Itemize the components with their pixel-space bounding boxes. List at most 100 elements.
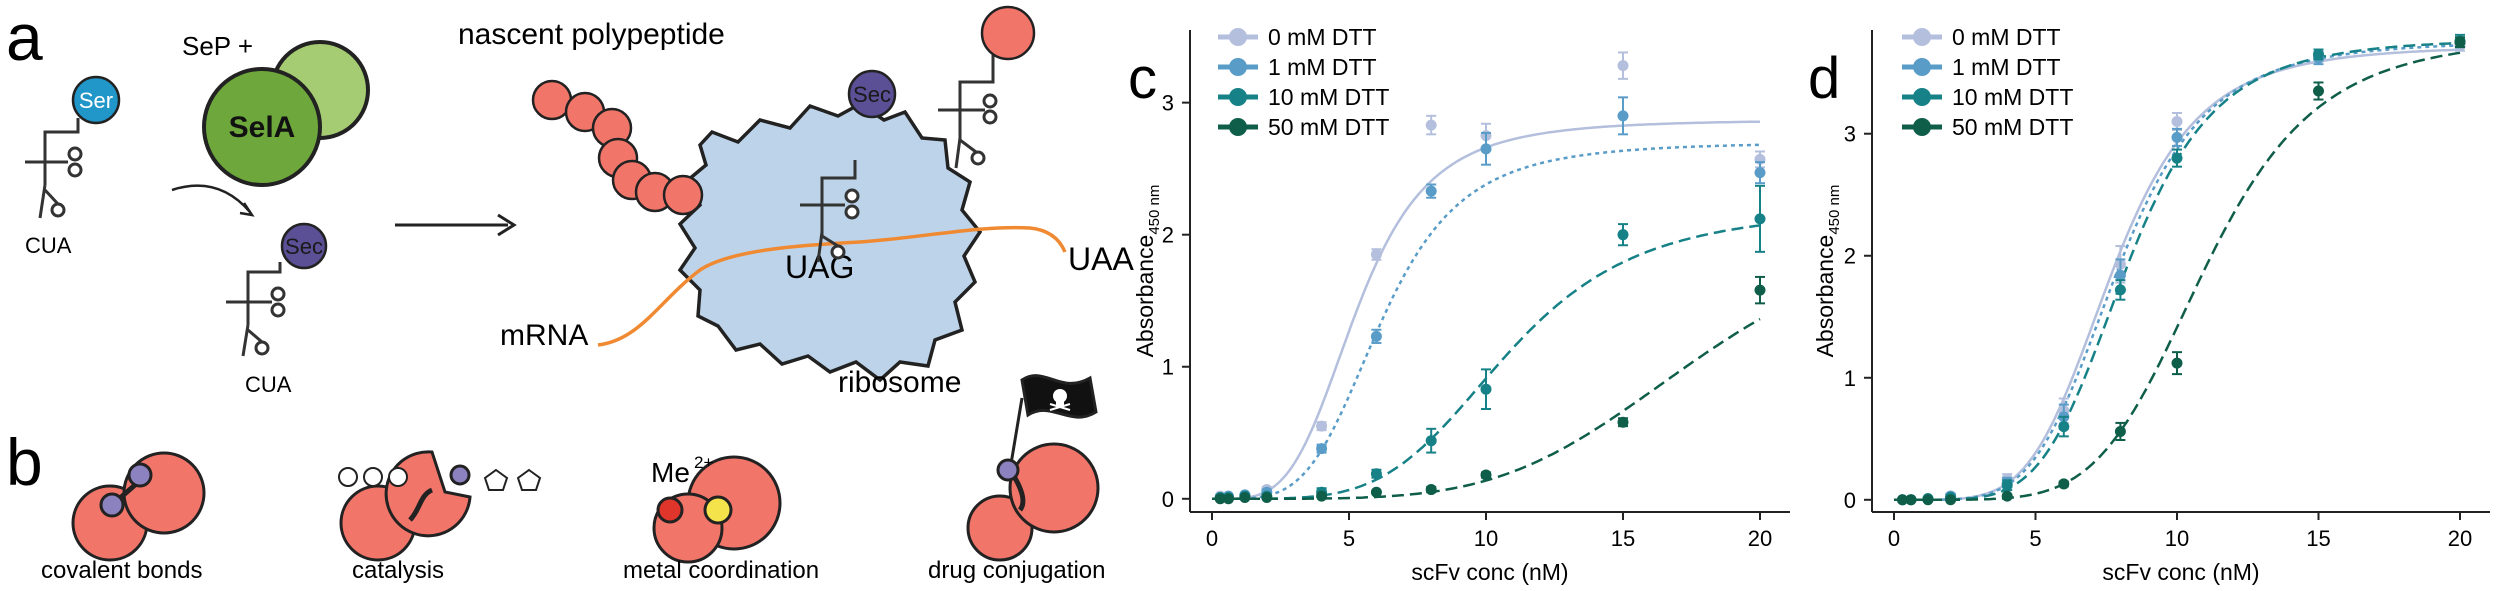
fit-curve: [1894, 51, 2461, 502]
legend-label: 1 mM DTT: [1268, 54, 1377, 80]
data-point: [1239, 491, 1251, 503]
y-tick-label: 1: [1844, 366, 1856, 391]
chart-c-y-axis-label: Absorbance450 nm: [1132, 185, 1163, 358]
catalysis-icon: [338, 450, 542, 562]
fit-curve: [1212, 120, 1760, 501]
y-tick-label: 0: [1844, 488, 1856, 513]
cua-label-1: CUA: [25, 233, 72, 258]
skull-icon: [1049, 389, 1071, 411]
data-point: [2171, 152, 2183, 164]
sela-label: SelA: [229, 111, 296, 144]
legend-marker: [1913, 28, 1931, 46]
panel-label-c: c: [1128, 46, 1157, 111]
metal-coordination-icon: [652, 455, 782, 564]
y-tick-label: 2: [1162, 223, 1174, 248]
trna-sec-icon: [226, 262, 286, 357]
legend-label: 50 mM DTT: [1952, 114, 2073, 140]
chart-d: 0 5 10 15 20 0 1 2 3 0 mM DTT 1 mM DTT 10 mM DTT 50…: [1812, 24, 2490, 585]
sec-label-1: Sec: [285, 234, 323, 259]
label-covalent-bonds: covalent bonds: [41, 557, 202, 584]
sec-label-2: Sec: [853, 82, 891, 107]
incoming-residue-icon: [980, 5, 1036, 61]
panel-label-d: d: [1808, 46, 1840, 111]
trna-ser-icon: [25, 118, 83, 219]
data-point: [1425, 185, 1437, 197]
uaa-label: UAA: [1068, 241, 1134, 277]
data-point: [1945, 494, 1957, 506]
x-tick-label: 15: [1611, 526, 1635, 551]
legend-label: 0 mM DTT: [1268, 24, 1377, 50]
data-point: [1617, 229, 1629, 241]
x-tick-label: 0: [1206, 526, 1218, 551]
incoming-trna-icon: [938, 55, 998, 169]
data-point: [1425, 119, 1437, 131]
ser-label: Ser: [79, 88, 113, 113]
data-point: [2058, 478, 2070, 490]
label-drug-conjugation: drug conjugation: [928, 557, 1105, 584]
sela-enzyme-icon: [202, 40, 370, 187]
data-point: [1370, 248, 1382, 260]
x-tick-label: 20: [2448, 526, 2472, 551]
legend-label: 10 mM DTT: [1268, 84, 1389, 110]
covalent-bonds-icon: [71, 451, 206, 562]
y-tick-label: 3: [1844, 122, 1856, 147]
data-point: [2114, 269, 2126, 281]
legend-marker: [1913, 118, 1931, 136]
data-point: [1370, 468, 1382, 480]
legend-marker: [1229, 118, 1247, 136]
x-tick-label: 5: [1343, 526, 1355, 551]
x-tick-label: 10: [1474, 526, 1498, 551]
data-point: [1316, 420, 1328, 432]
legend-marker: [1913, 58, 1931, 76]
trna-in-ribosome-icon: [800, 160, 860, 263]
x-tick-label: 0: [1888, 526, 1900, 551]
cua-label-2: CUA: [245, 372, 292, 397]
data-point: [1480, 383, 1492, 395]
data-point: [1922, 494, 1934, 506]
x-tick-label: 10: [2165, 526, 2189, 551]
data-point: [1754, 213, 1766, 225]
legend-marker: [1229, 58, 1247, 76]
data-point: [1617, 416, 1629, 428]
panel-a: Ser CUA SeP + SelA Sec CUA nascent polyp…: [25, 5, 1134, 399]
sec-residue-icon: [280, 222, 328, 270]
legend-marker: [1229, 28, 1247, 46]
data-point: [2171, 357, 2183, 369]
data-point: [2171, 131, 2183, 143]
fit-curve: [1212, 317, 1761, 501]
panel-label-b: b: [6, 425, 43, 499]
data-point: [1754, 284, 1766, 296]
legend-label: 10 mM DTT: [1952, 84, 2073, 110]
data-point: [1261, 491, 1273, 503]
panel-b: covalent bonds catalysis Me 2+ metal coo…: [41, 374, 1105, 584]
data-point: [1425, 435, 1437, 447]
data-point: [1370, 330, 1382, 342]
data-point: [1905, 494, 1917, 506]
legend-marker: [1913, 88, 1931, 106]
data-point: [1214, 493, 1226, 505]
data-point: [1222, 493, 1234, 505]
drug-conjugation-icon: [966, 374, 1100, 562]
data-point: [2001, 490, 2013, 502]
chart-d-y-axis-label: Absorbance450 nm: [1812, 185, 1843, 358]
data-point: [1754, 167, 1766, 179]
y-tick-label: 0: [1162, 487, 1174, 512]
chart-c-x-axis-label: scFv conc (nM): [1411, 559, 1568, 585]
x-tick-label: 15: [2306, 526, 2330, 551]
ser-residue-icon: [71, 75, 121, 125]
data-point: [1617, 60, 1629, 72]
data-point: [1425, 484, 1437, 496]
chart-d-x-axis-label: scFv conc (nM): [2102, 559, 2259, 585]
panel-label-a: a: [6, 0, 43, 74]
legend-label: 1 mM DTT: [1952, 54, 2061, 80]
data-point: [1370, 486, 1382, 498]
label-catalysis: catalysis: [352, 557, 444, 584]
legend-label: 0 mM DTT: [1952, 24, 2061, 50]
polypeptide-chain-icon: [531, 79, 704, 216]
x-tick-label: 20: [1748, 526, 1772, 551]
fit-curve: [1212, 224, 1761, 501]
y-tick-label: 2: [1844, 244, 1856, 269]
x-tick-label: 5: [2029, 526, 2041, 551]
data-point: [1480, 469, 1492, 481]
data-point: [1316, 490, 1328, 502]
